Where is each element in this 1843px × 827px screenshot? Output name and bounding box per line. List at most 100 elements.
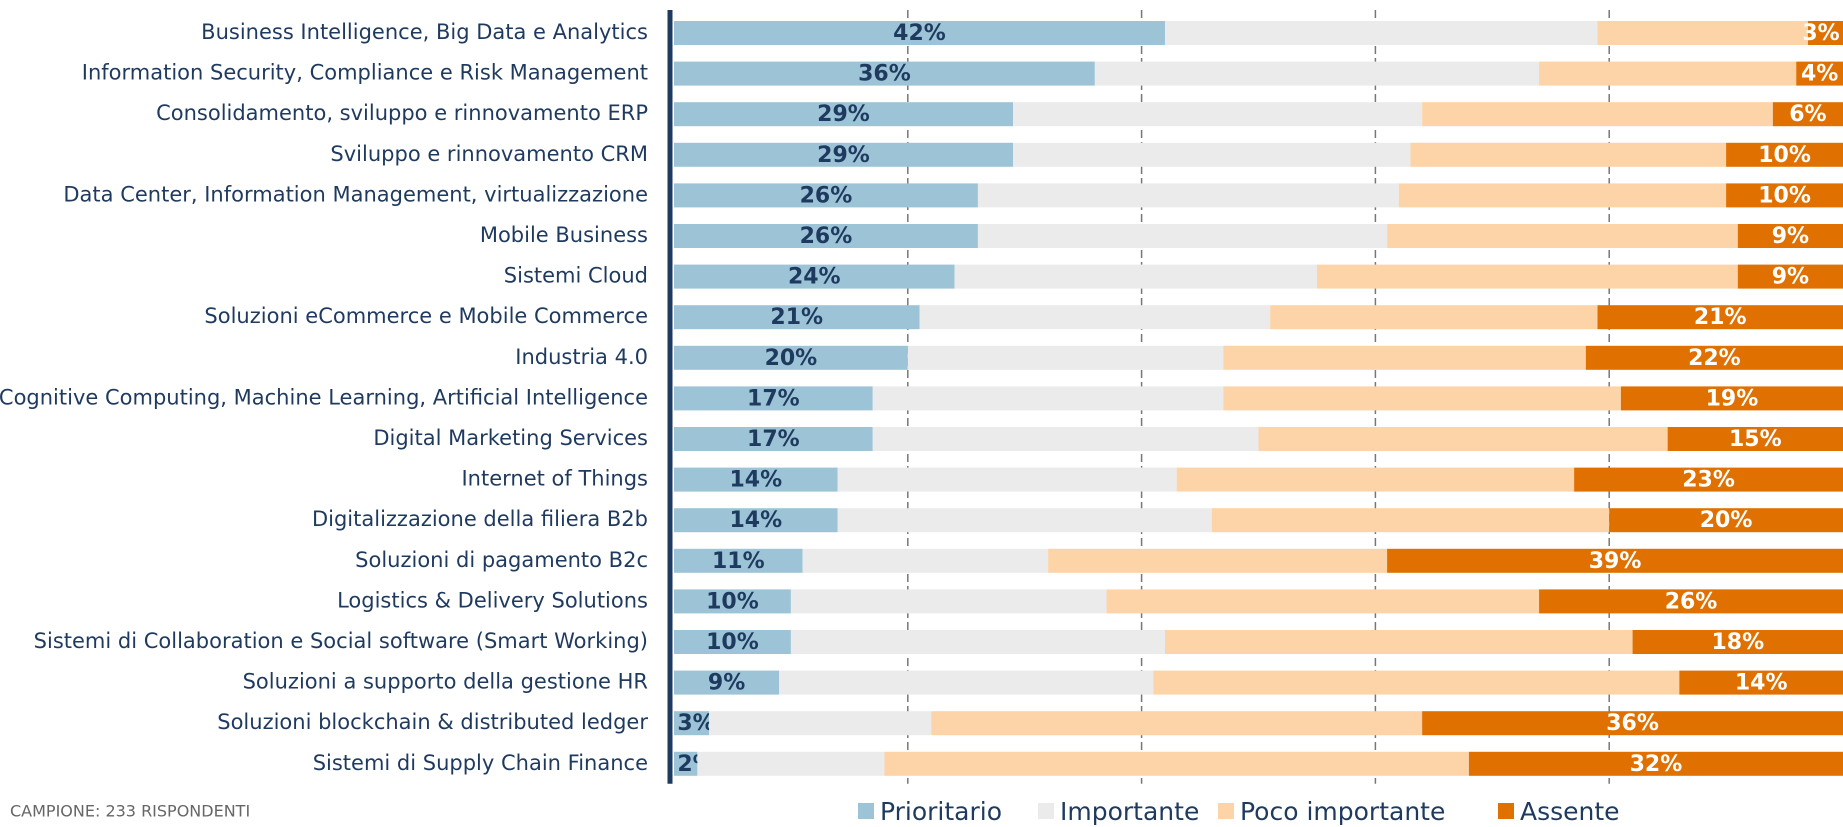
bar-segment: [779, 670, 1154, 695]
legend-label: Poco importante: [1240, 797, 1445, 826]
category-label: Industria 4.0: [515, 345, 648, 369]
category-label: Sistemi Cloud: [504, 264, 648, 288]
legend-swatch: [1498, 803, 1514, 819]
bar-segment: [674, 751, 698, 776]
category-label: Data Center, Information Management, vir…: [63, 182, 648, 206]
bar-segment: [674, 183, 978, 208]
value-label: 42%: [893, 21, 946, 46]
bar-segment: [1726, 183, 1843, 208]
value-label: 21%: [770, 305, 823, 330]
category-label: Consolidamento, sviluppo e rinnovamento …: [156, 101, 648, 125]
bar-segment: [872, 386, 1224, 411]
bar-segment: [674, 386, 873, 411]
bar-segment: [1597, 305, 1843, 330]
legend-swatch: [1038, 803, 1054, 819]
category-label: Mobile Business: [480, 223, 648, 247]
bar-segment: [1211, 508, 1610, 533]
bar-segment: [1013, 102, 1423, 127]
category-label: Soluzioni di pagamento B2c: [355, 548, 648, 572]
bar-segment: [674, 630, 791, 654]
category-label: Logistics & Delivery Solutions: [337, 588, 648, 612]
bar-segment: [1387, 224, 1738, 248]
bar-segment: [674, 142, 1014, 167]
legend-label: Assente: [1520, 797, 1620, 826]
value-label: 14%: [729, 468, 782, 493]
bar-segment: [674, 589, 791, 614]
bar-segment: [674, 670, 780, 695]
bar-segment: [1667, 427, 1843, 451]
bar-segment: [802, 548, 1049, 573]
bar-segment: [1410, 142, 1727, 167]
bar-segment: [1223, 345, 1586, 370]
bar-segment: [919, 305, 1271, 330]
bar-segment: [1094, 61, 1540, 86]
value-label: 9%: [1772, 265, 1809, 290]
category-label: Internet of Things: [461, 467, 648, 491]
value-label: 20%: [765, 346, 818, 371]
bar-segment: [1106, 589, 1540, 614]
bar-segment: [1539, 589, 1843, 614]
value-label: 15%: [1729, 427, 1782, 452]
category-label: Sistemi di Collaboration e Social softwa…: [34, 629, 648, 653]
bar-segment: [697, 751, 885, 776]
bar-segment: [1585, 345, 1843, 370]
bar-segment: [1772, 102, 1843, 127]
bar-segment: [931, 711, 1423, 736]
value-label: 26%: [1665, 589, 1718, 614]
value-label: 9%: [708, 671, 745, 696]
bar-segment: [674, 711, 710, 736]
bar-segment: [1270, 305, 1598, 330]
bar-segment: [674, 264, 955, 289]
value-label: 10%: [706, 589, 759, 614]
bar-segment: [1048, 548, 1388, 573]
bar-segment: [1422, 711, 1843, 736]
bar-segment: [1164, 630, 1633, 654]
value-label: 29%: [817, 143, 870, 168]
category-label: Soluzioni eCommerce e Mobile Commerce: [204, 304, 648, 328]
bar-segment: [674, 102, 1014, 127]
value-label: 10%: [706, 630, 759, 655]
legend-label: Importante: [1060, 797, 1199, 826]
bar-segment: [1620, 386, 1843, 411]
value-label: 36%: [1606, 711, 1659, 736]
bar-segment: [977, 183, 1399, 208]
bar-segment: [884, 751, 1469, 776]
value-label: 26%: [800, 224, 853, 249]
value-label: 39%: [1589, 549, 1642, 574]
bar-segment: [1796, 61, 1843, 86]
bar-segment: [907, 345, 1224, 370]
bar-segment: [674, 508, 838, 533]
bar-segment: [1539, 61, 1797, 86]
value-label: 14%: [1735, 671, 1788, 696]
category-label: Sviluppo e rinnovamento CRM: [330, 142, 648, 166]
category-label: Soluzioni blockchain & distributed ledge…: [217, 710, 648, 734]
value-label: 19%: [1706, 386, 1759, 411]
category-label: Business Intelligence, Big Data e Analyt…: [201, 20, 648, 44]
bar-segment: [674, 427, 873, 451]
bar-segment: [1223, 386, 1621, 411]
bar-segment: [709, 711, 932, 736]
bar-segment: [1176, 467, 1575, 492]
legend-swatch: [858, 803, 874, 819]
value-label: 6%: [1789, 102, 1826, 127]
value-label: 11%: [712, 549, 765, 574]
value-label: 17%: [747, 386, 800, 411]
bar-segment: [1632, 630, 1843, 654]
value-label: 3%: [1802, 21, 1839, 46]
category-label: Information Security, Compliance e Risk …: [82, 61, 648, 85]
bar-segment: [790, 630, 1165, 654]
bar-segment: [1609, 508, 1843, 533]
value-label: 22%: [1688, 346, 1741, 371]
sample-note: CAMPIONE: 233 RISPONDENTI: [10, 802, 250, 821]
bar-segment: [837, 508, 1212, 533]
value-label: 26%: [800, 183, 853, 208]
bar-segment: [674, 61, 1095, 86]
bar-segment: [674, 21, 1165, 45]
bar-segment: [977, 224, 1388, 248]
value-label: 36%: [858, 62, 911, 87]
bar-segment: [1807, 21, 1843, 45]
value-label: 21%: [1694, 305, 1747, 330]
bar-segment: [872, 427, 1259, 451]
category-label: Cognitive Computing, Machine Learning, A…: [0, 385, 648, 409]
value-label: 17%: [747, 427, 800, 452]
